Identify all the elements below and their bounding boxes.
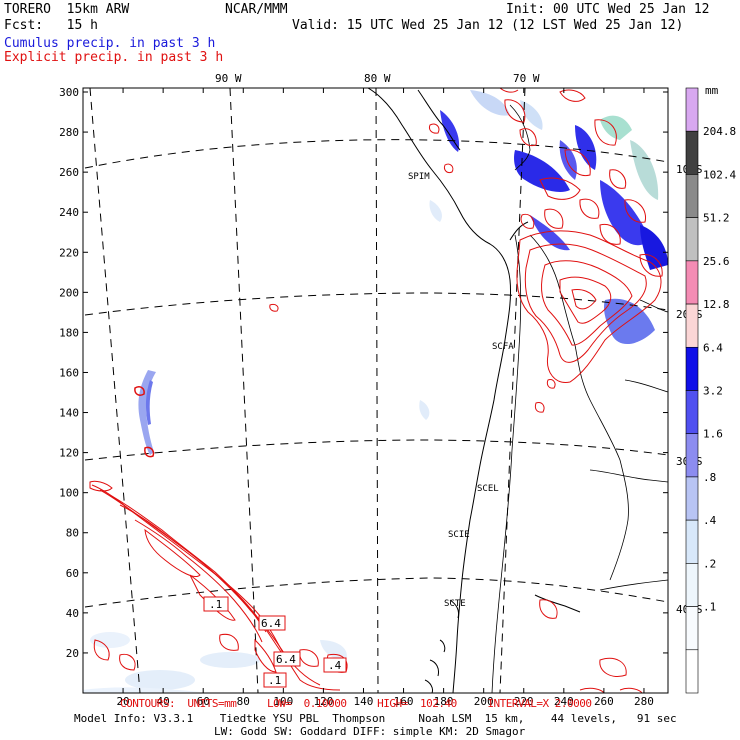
valid-time: Valid: 15 UTC Wed 25 Jan 12 (12 LST Wed … <box>292 18 684 33</box>
colorbar-level-label: 6.4 <box>703 341 723 354</box>
x-tick-label: 200 <box>474 695 494 708</box>
colorbar-labels: mm 204.8 102.4 51.2 25.6 12.8 6.4 3.2 1.6 .8 .4 .2… <box>703 84 736 614</box>
lon-label-70w: 70 W <box>513 72 540 85</box>
colorbar-level-label: .4 <box>703 514 717 527</box>
y-tick-label: 200 <box>59 286 79 299</box>
y-tick-label: 220 <box>59 246 79 259</box>
station-scte: SCTE <box>444 599 466 609</box>
colorbar-segment <box>685 433 699 478</box>
colorbar-segment <box>685 476 699 521</box>
colorbar-segment <box>685 217 699 262</box>
x-tick-label: 20 <box>116 695 129 708</box>
cumulus-label: Cumulus precip. in past 3 h <box>4 36 216 51</box>
x-tick-label: 260 <box>594 695 614 708</box>
colorbar-segment <box>685 346 699 391</box>
y-tick-label: 20 <box>66 647 79 660</box>
explicit-label: Explicit precip. in past 3 h <box>4 50 224 65</box>
station-scel: SCEL <box>477 484 499 494</box>
y-tick-label: 160 <box>59 366 79 379</box>
y-tick-label: 280 <box>59 126 79 139</box>
y-tick-label: 180 <box>59 326 79 339</box>
contour-label: 6.4 <box>261 617 281 630</box>
colorbar-segment <box>685 260 699 305</box>
colorbar-level-label: 25.6 <box>703 255 730 268</box>
plot-frame <box>82 87 669 694</box>
x-tick-label: 160 <box>394 695 414 708</box>
colorbar-level-label: 102.4 <box>703 168 736 181</box>
colorbar-level-label: .1 <box>703 601 716 614</box>
colorbar-unit: mm <box>705 84 719 97</box>
y-tick-label: 40 <box>66 607 79 620</box>
x-tick-label: 100 <box>273 695 293 708</box>
y-tick-label: 140 <box>59 407 79 420</box>
contour-info: CONTOURS: UNITS=mm LOW= 0.10000 HIGH= 10… <box>120 697 592 710</box>
precip-colorbar <box>685 87 699 694</box>
station-scie: SCIE <box>448 530 470 540</box>
contour-label: .4 <box>328 659 342 672</box>
model-title: TORERO 15km ARW <box>4 2 130 17</box>
physics-info: LW: Godd SW: Goddard DIFF: simple KM: 2D… <box>214 725 526 738</box>
latlon-grid <box>84 88 668 693</box>
init-time: Init: 00 UTC Wed 25 Jan 12 <box>506 2 710 17</box>
x-tick-label: 240 <box>554 695 574 708</box>
lon-label-90w: 90 W <box>215 72 242 85</box>
station-scfa: SCFA <box>492 342 514 352</box>
forecast-hour: Fcst: 15 h <box>4 18 98 33</box>
y-tick-label: 120 <box>59 447 79 460</box>
map-plot: .1 6.4 6.4 .1 .4 SPIM SCFA SCEL SCIE SCT… <box>83 88 668 693</box>
explicit-precip-contours <box>89 88 663 693</box>
lon-label-80w: 80 W <box>364 72 391 85</box>
x-tick-label: 140 <box>354 695 374 708</box>
contour-label: .1 <box>209 598 222 611</box>
x-tick-label: 60 <box>197 695 210 708</box>
station-spim: SPIM <box>408 172 430 182</box>
x-tick-label: 280 <box>634 695 654 708</box>
colorbar-level-label: 51.2 <box>703 212 730 225</box>
x-tick-label: 120 <box>313 695 333 708</box>
contour-label: .1 <box>268 674 281 687</box>
colorbar-segment <box>685 390 699 435</box>
x-tick-label: 220 <box>514 695 534 708</box>
x-tick-label: 80 <box>237 695 250 708</box>
x-tick-label: 180 <box>434 695 454 708</box>
station-labels: SPIM SCFA SCEL SCIE SCTE <box>408 172 514 609</box>
colorbar-level-label: .2 <box>703 557 716 570</box>
x-tick-label: 40 <box>157 695 170 708</box>
y-tick-label: 240 <box>59 206 79 219</box>
coastline <box>367 88 581 693</box>
y-tick-label: 100 <box>59 487 79 500</box>
y-tick-label: 300 <box>59 86 79 99</box>
colorbar-segment <box>685 87 699 132</box>
y-tick-label: 60 <box>66 567 79 580</box>
contour-labels: .1 6.4 6.4 .1 .4 <box>203 596 347 688</box>
colorbar-segment <box>685 174 699 218</box>
colorbar-level-label: 12.8 <box>703 298 730 311</box>
model-info: Model Info: V3.3.1 Tiedtke YSU PBL Thomp… <box>74 712 677 725</box>
colorbar-level-label: 204.8 <box>703 125 736 138</box>
colorbar-segment <box>685 519 699 564</box>
colorbar-level-label: .8 <box>703 471 716 484</box>
y-axis: 20 40 60 80 100 120 140 160 180 200 220 240 260 280 30… <box>59 86 668 660</box>
colorbar-segment <box>685 649 699 694</box>
colorbar-segment <box>685 563 699 607</box>
x-axis: 20 40 60 80 100 120 140 160 180 200 220 240 260 280 <box>116 88 654 708</box>
colorbar-segment <box>685 606 699 651</box>
colorbar-level-label: 3.2 <box>703 385 723 398</box>
contour-label: 6.4 <box>276 653 296 666</box>
colorbar-segment <box>685 303 699 348</box>
y-tick-label: 260 <box>59 166 79 179</box>
colorbar-level-label: 1.6 <box>703 428 723 441</box>
colorbar-segment <box>685 130 699 175</box>
center-label: NCAR/MMM <box>225 2 288 17</box>
y-tick-label: 80 <box>66 527 79 540</box>
longitude-labels: 90 W 80 W 70 W <box>215 72 540 85</box>
